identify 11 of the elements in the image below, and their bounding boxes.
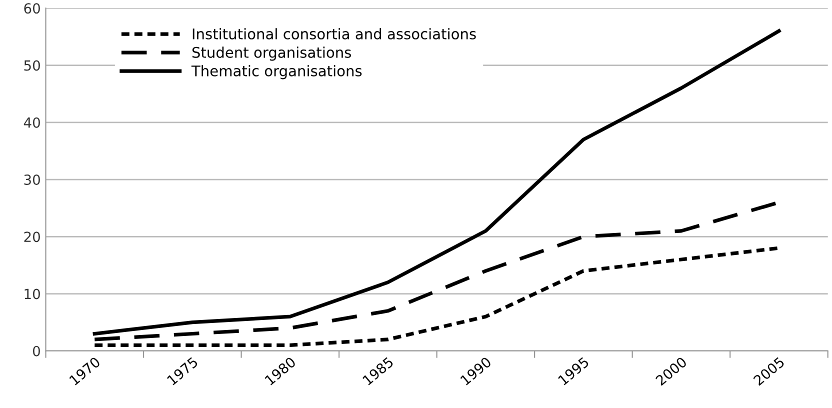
y-tick-label: 50 [24, 60, 40, 71]
y-tick-label: 10 [24, 288, 40, 300]
legend-label: Student organisations [192, 46, 351, 61]
y-tick-label: 20 [24, 232, 40, 242]
legend-label: Institutional consortia and associations [192, 28, 476, 40]
legend-label: Thematic organisations [191, 65, 362, 80]
line-series [92, 29, 781, 336]
y-tick-label: 0 [32, 346, 40, 356]
y-tick-label: 30 [24, 174, 40, 185]
y-tick-label: 60 [24, 3, 40, 14]
y-tick-label: 40 [24, 117, 40, 128]
